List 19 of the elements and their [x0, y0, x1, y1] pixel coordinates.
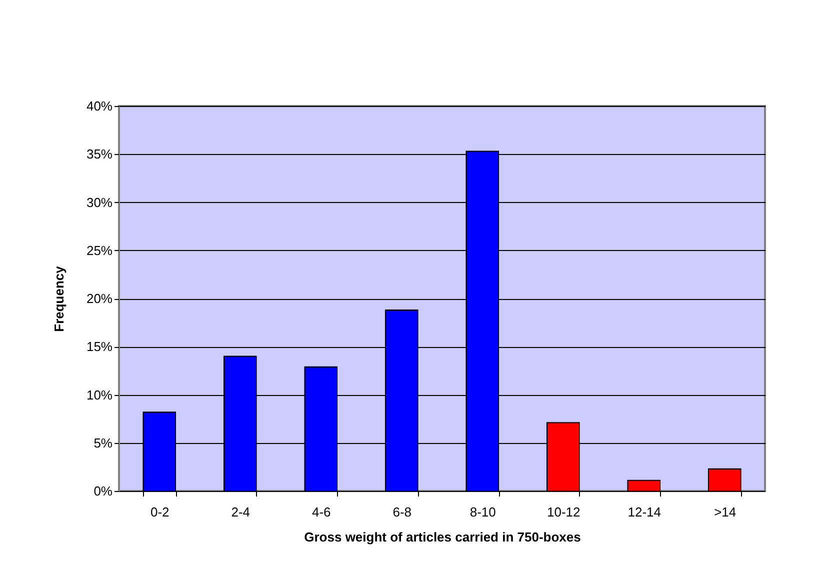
- x-axis-title: Gross weight of articles carried in 750-boxes: [304, 530, 581, 544]
- y-tick-label: 20%: [86, 291, 113, 306]
- x-tick-label: 8-10: [470, 504, 496, 520]
- x-tick-label: 12-14: [628, 504, 661, 520]
- y-tick-label: 15%: [86, 339, 113, 354]
- x-tick-label: 6-8: [392, 504, 412, 520]
- y-tick-label: 0%: [94, 484, 113, 498]
- x-tick-label: 10-12: [547, 504, 580, 520]
- x-tick-label: 4-6: [312, 504, 331, 520]
- y-axis-title: Frequency: [51, 265, 66, 332]
- y-tick-label: 25%: [86, 242, 113, 258]
- x-tick-label: 2-4: [231, 504, 250, 520]
- x-tick-label: 0-2: [150, 504, 170, 520]
- y-tick-label: 30%: [86, 194, 113, 210]
- y-tick-label: 35%: [86, 146, 113, 162]
- y-tick-label: 10%: [86, 387, 113, 402]
- x-tick-label: >14: [714, 504, 736, 520]
- y-tick-label: 5%: [94, 435, 113, 450]
- y-tick-label: 40%: [86, 98, 113, 114]
